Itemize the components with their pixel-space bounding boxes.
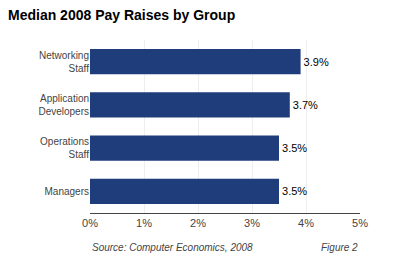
svg-text:ApplicationDevelopers: ApplicationDevelopers — [38, 93, 89, 117]
svg-text:4%: 4% — [298, 217, 314, 229]
svg-text:3%: 3% — [244, 217, 260, 229]
svg-text:Source: Computer Economics, 20: Source: Computer Economics, 2008 — [92, 242, 253, 253]
svg-text:NetworkingStaff: NetworkingStaff — [39, 50, 89, 74]
svg-text:3.5%: 3.5% — [282, 185, 307, 197]
svg-text:Median 2008 Pay Raises by Grou: Median 2008 Pay Raises by Group — [8, 7, 235, 23]
svg-text:3.5%: 3.5% — [282, 142, 307, 154]
svg-text:5%: 5% — [352, 217, 368, 229]
svg-text:2%: 2% — [190, 217, 206, 229]
svg-text:Figure 2: Figure 2 — [321, 242, 358, 253]
svg-text:3.9%: 3.9% — [304, 56, 329, 68]
svg-text:0%: 0% — [82, 217, 98, 229]
svg-text:OperationsStaff: OperationsStaff — [40, 136, 89, 160]
svg-text:1%: 1% — [136, 217, 152, 229]
svg-text:Managers: Managers — [45, 186, 89, 197]
svg-text:3.7%: 3.7% — [293, 99, 318, 111]
